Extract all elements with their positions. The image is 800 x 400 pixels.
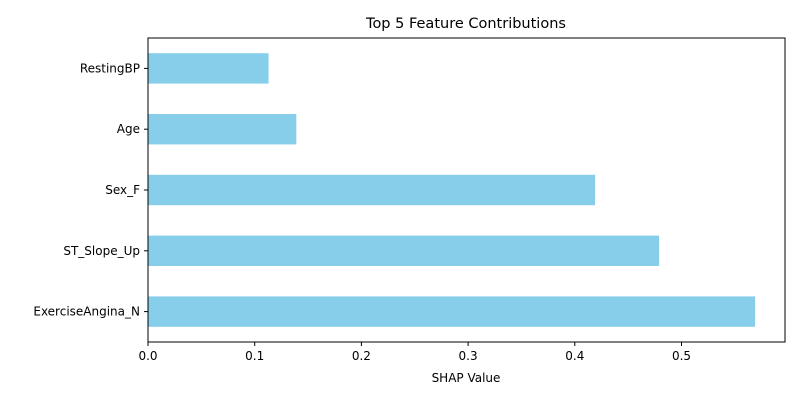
x-tick-label: 0.0 [138,349,157,363]
bar-st-slope-up [148,235,660,266]
y-tick-label: Sex_F [105,183,140,197]
x-tick-label: 0.5 [672,349,691,363]
bar-exerciseangina-n [148,296,756,327]
x-tick-label: 0.1 [245,349,264,363]
x-tick-label: 0.3 [459,349,478,363]
bar-sex-f [148,174,596,206]
x-axis-ticks: 0.0 0.1 0.2 0.3 0.4 0.5 [138,342,691,363]
y-tick-label: Age [117,122,140,136]
y-tick-label: ST_Slope_Up [63,244,140,258]
y-tick-label: ExerciseAngina_N [33,305,140,319]
y-tick-label: RestingBP [80,61,140,75]
plot-frame [147,37,786,343]
chart-title: Top 5 Feature Contributions [365,16,566,32]
bar-restingbp [148,53,269,84]
bar-age [148,114,297,145]
x-axis-label: SHAP Value [432,371,501,385]
y-axis-ticks: ExerciseAngina_N ST_Slope_Up Sex_F Age Resti… [33,61,148,319]
x-tick-label: 0.2 [352,349,371,363]
x-tick-label: 0.4 [565,349,584,363]
bars-group [148,53,756,327]
